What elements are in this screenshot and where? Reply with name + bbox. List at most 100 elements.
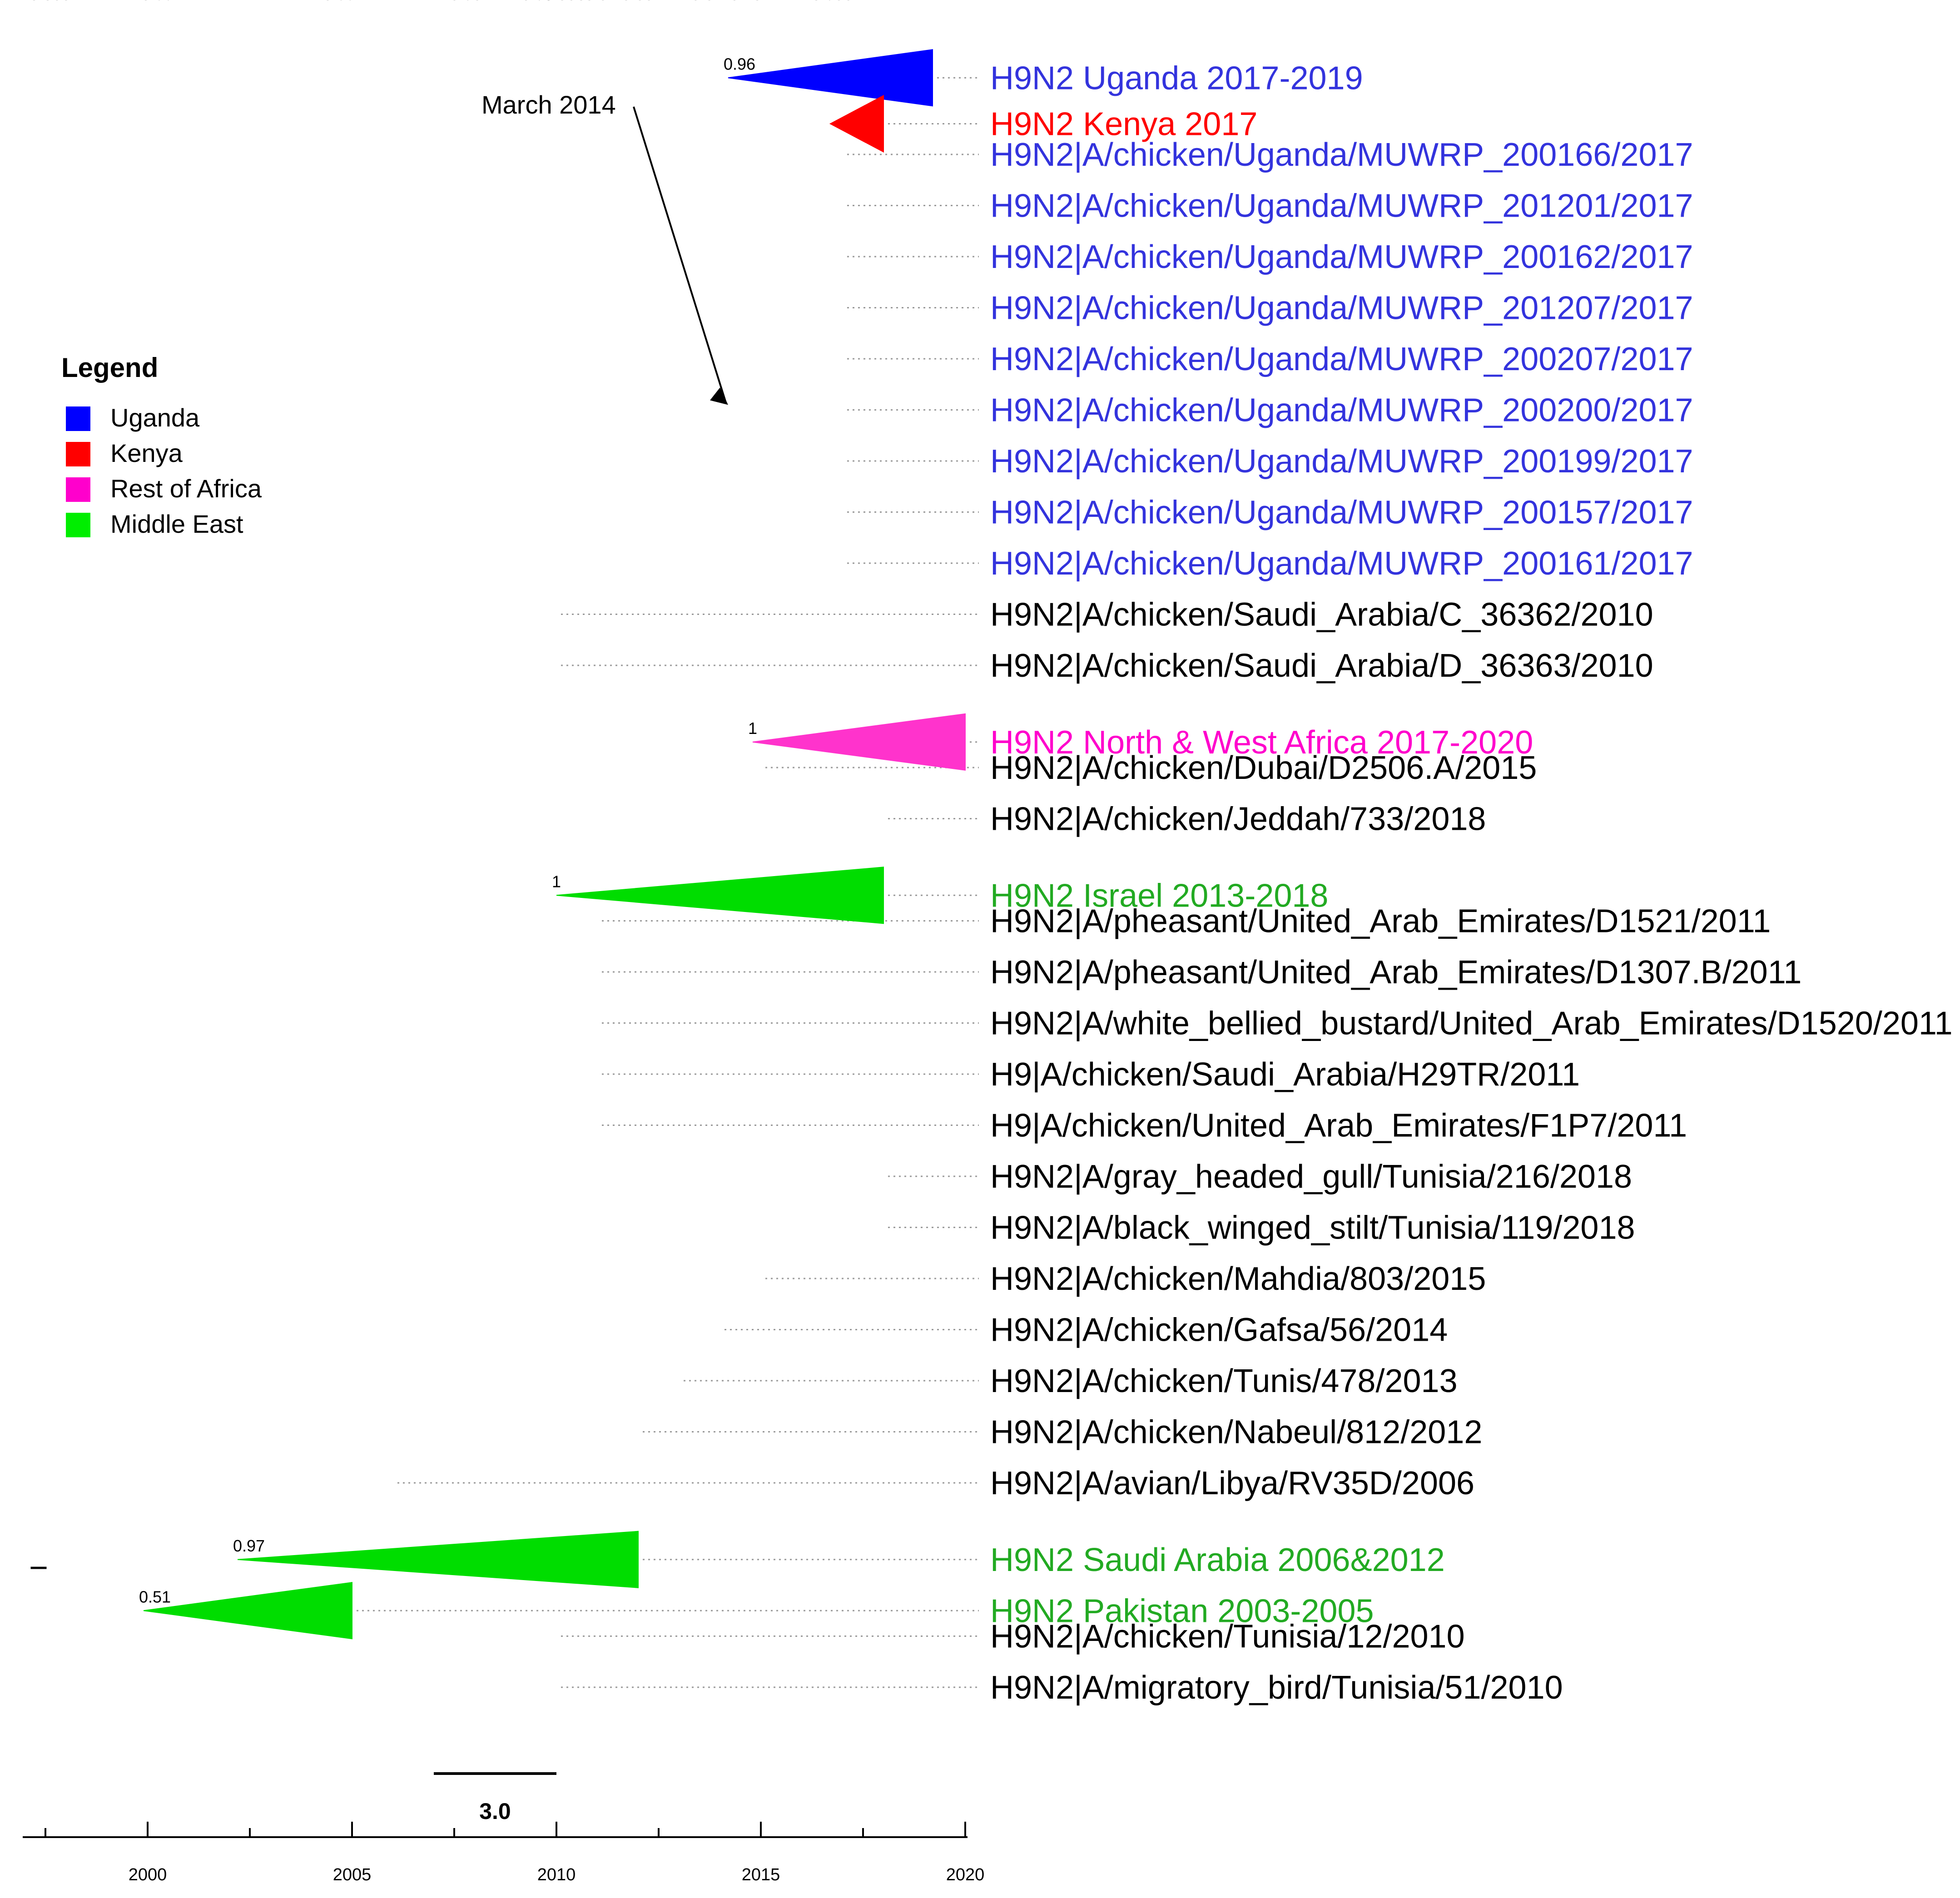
- axis-tick-label: 2010: [537, 1865, 576, 1884]
- scale-bar: 3.0: [434, 1772, 556, 1824]
- node-support-labels: 0.9510.71110.3810.9310.740.860.5410.9811…: [30, 0, 867, 1606]
- support-label-nI: 1: [451, 0, 460, 4]
- tip-label: H9N2|A/chicken/Gafsa/56/2014: [990, 1312, 1448, 1348]
- support-label-nU1: 0.7: [844, 0, 867, 4]
- support-label-nM: 0.14: [61, 0, 93, 4]
- scale-bar-label: 3.0: [479, 1799, 511, 1824]
- support-label-nH: 1: [492, 0, 501, 4]
- tip-label: H9|A/chicken/Saudi_Arabia/H29TR/2011: [990, 1056, 1580, 1093]
- tip-label: H9N2|A/chicken/Uganda/MUWRP_200161/2017: [990, 545, 1693, 582]
- support-label-isr: 1: [552, 872, 561, 891]
- support-label-nT4: 1: [645, 0, 654, 4]
- support-label-nO: 0.06: [30, 0, 61, 4]
- legend-label: Kenya: [110, 439, 183, 467]
- legend-label: Rest of Africa: [110, 474, 262, 503]
- axis-tick-label: 2000: [129, 1865, 167, 1884]
- clade-label-sau: H9N2 Saudi Arabia 2006&2012: [990, 1542, 1445, 1578]
- axis-tick-label: 2015: [742, 1865, 780, 1884]
- clade-triangle-nwa: [752, 713, 966, 771]
- support-label-nA: 1: [508, 0, 517, 4]
- march-2014-annotation: March 2014: [481, 90, 728, 405]
- support-label-nU7: 0.38: [621, 0, 653, 4]
- support-label-nF: 1: [570, 0, 579, 4]
- support-label-nU4: 1: [839, 0, 849, 4]
- legend-swatch: [66, 442, 90, 466]
- support-label-nL: 0.99: [141, 0, 173, 4]
- clade-triangle-sau: [237, 1531, 639, 1588]
- tip-label: H9N2|A/chicken/Nabeul/812/2012: [990, 1414, 1482, 1451]
- support-label-nT5: 1: [484, 0, 493, 4]
- support-label-nT3: 0.87: [691, 0, 723, 4]
- legend-label: Middle East: [110, 510, 243, 538]
- tip-label: H9N2|A/chicken/Uganda/MUWRP_200166/2017: [990, 137, 1693, 173]
- annotation-arrowhead: [710, 387, 728, 405]
- clade-label-ke: H9N2 Kenya 2017: [990, 106, 1257, 143]
- support-label-ug: 0.96: [724, 55, 755, 73]
- tip-label: H9N2|A/white_bellied_bustard/United_Arab…: [990, 1006, 1953, 1042]
- tip-label: H9N2|A/chicken/Uganda/MUWRP_201207/2017: [990, 290, 1693, 327]
- time-axis: 2000 2005 2010 2015 2020: [23, 1822, 984, 1884]
- clade-label-isr: H9N2 Israel 2013-2018: [990, 877, 1328, 914]
- support-label-nE: 0.86: [544, 0, 576, 4]
- support-label-pak: 0.51: [139, 1587, 171, 1606]
- support-label-nT2: 0.78: [730, 0, 762, 4]
- tip-label: H9N2|A/chicken/Saudi_Arabia/C_36362/2010: [990, 597, 1653, 633]
- tip-label: H9N2|A/chicken/Uganda/MUWRP_201201/2017: [990, 188, 1693, 224]
- support-label-nwa: 1: [748, 719, 757, 738]
- tip-label: H9N2|A/chicken/Uganda/MUWRP_200200/2017: [990, 392, 1693, 429]
- support-label-nJ: 1: [371, 0, 380, 4]
- tip-label: H9N2|A/avian/Libya/RV35D/2006: [990, 1465, 1474, 1502]
- tip-label: H9N2|A/pheasant/United_Arab_Emirates/D13…: [990, 954, 1801, 991]
- legend-title: Legend: [61, 352, 158, 383]
- tip-label: H9N2|A/chicken/Tunisia/12/2010: [990, 1619, 1465, 1655]
- support-label-nU5: 1: [800, 0, 809, 4]
- clade-triangle-pak: [143, 1582, 352, 1640]
- clade-triangle-ke: [829, 94, 884, 153]
- support-label-nT1: 1: [825, 0, 834, 4]
- tip-label: H9N2|A/chicken/Jeddah/733/2018: [990, 801, 1486, 837]
- clade-triangle-isr: [556, 867, 884, 924]
- tip-label: H9N2|A/chicken/Uganda/MUWRP_200207/2017: [990, 341, 1693, 377]
- support-label-nU2: 1: [849, 0, 858, 4]
- legend-swatch: [66, 513, 90, 537]
- support-label-nK2: 0.95: [812, 0, 844, 4]
- tip-label: H9N2|A/chicken/Uganda/MUWRP_200157/2017: [990, 495, 1693, 531]
- tip-label: H9|A/chicken/United_Arab_Emirates/F1P7/2…: [990, 1108, 1687, 1144]
- tip-label: H9N2|A/chicken/Saudi_Arabia/D_36363/2010: [990, 648, 1653, 684]
- clade-label-pak: H9N2 Pakistan 2003-2005: [990, 1593, 1374, 1629]
- axis-tick-label: 2005: [333, 1865, 372, 1884]
- legend-swatch: [66, 477, 90, 502]
- legend-swatch: [66, 406, 90, 431]
- tip-label: H9N2|A/chicken/Tunis/478/2013: [990, 1363, 1458, 1399]
- support-label-nN: 1: [298, 0, 307, 4]
- axis-tick-label: 2020: [946, 1865, 985, 1884]
- support-label-nG: 0.98: [521, 0, 553, 4]
- clade-label-nwa: H9N2 North & West Africa 2017-2020: [990, 724, 1533, 761]
- collapsed-clades: [143, 49, 966, 1640]
- tip-label: H9N2|A/chicken/Uganda/MUWRP_200199/2017: [990, 443, 1693, 480]
- legend-items: Uganda Kenya Rest of Africa Middle East: [66, 403, 262, 538]
- legend: Legend Uganda Kenya Rest of Africa Middle E…: [61, 352, 262, 538]
- support-label-nB: 0.93: [450, 0, 481, 4]
- annotation-label: March 2014: [481, 90, 616, 119]
- tip-label: H9N2|A/gray_headed_gull/Tunisia/216/2018: [990, 1159, 1632, 1195]
- support-label-nF1: 0.54: [585, 0, 616, 4]
- support-label-sau: 0.97: [233, 1536, 265, 1555]
- annotation-arrow: [633, 106, 726, 401]
- tip-label: H9N2|A/pheasant/United_Arab_Emirates/D15…: [990, 903, 1771, 940]
- tip-label: H9N2|A/chicken/Uganda/MUWRP_200162/2017: [990, 239, 1693, 275]
- tip-label: H9N2|A/chicken/Mahdia/803/2015: [990, 1261, 1486, 1297]
- support-label-nC: 1: [676, 0, 685, 4]
- clade-label-ug: H9N2 Uganda 2017-2019: [990, 60, 1363, 96]
- support-label-nK: 1: [261, 0, 270, 4]
- support-label-nK3: 1: [786, 0, 795, 4]
- tip-label: H9N2|A/migratory_bird/Tunisia/51/2010: [990, 1670, 1563, 1706]
- label-leaders: [357, 77, 979, 1688]
- tip-label: H9N2|A/chicken/Dubai/D2506.A/2015: [990, 750, 1537, 786]
- clade-triangle-ug: [728, 49, 933, 107]
- tip-label: H9N2|A/black_winged_stilt/Tunisia/119/20…: [990, 1210, 1635, 1246]
- support-label-nT6: 0.99: [323, 0, 355, 4]
- legend-label: Uganda: [110, 403, 200, 432]
